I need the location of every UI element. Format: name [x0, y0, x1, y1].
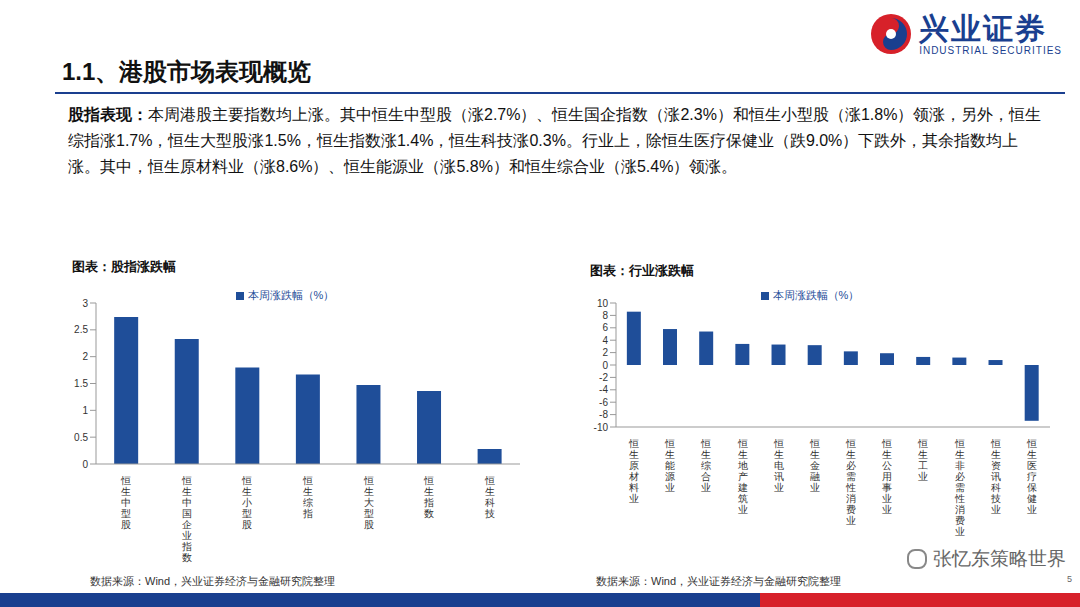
html-text:INDUSTRIAL SECURITIES: INDUSTRIAL SECURITIES	[919, 44, 1062, 56]
html-text:图表：股指涨跌幅: 图表：股指涨跌幅	[72, 259, 176, 274]
svg-text:恒生资讯科技业: 恒生资讯科技业	[990, 438, 1001, 515]
html-text:图表：行业涨跌幅: 图表：行业涨跌幅	[590, 263, 694, 278]
svg-text:恒生中型股: 恒生中型股	[120, 475, 131, 530]
svg-text:2.5: 2.5	[74, 324, 88, 335]
svg-text:0: 0	[82, 459, 88, 470]
svg-text:恒生小型股: 恒生小型股	[241, 475, 252, 530]
svg-text:恒生综合业: 恒生综合业	[700, 438, 711, 493]
svg-text:恒生大型股: 恒生大型股	[363, 475, 374, 530]
svg-text:恒生工业: 恒生工业	[917, 438, 928, 482]
svg-text:-6: -6	[599, 397, 608, 408]
svg-text:6: 6	[602, 322, 608, 333]
svg-text:-10: -10	[594, 422, 609, 433]
svg-text:恒生能源业: 恒生能源业	[664, 438, 675, 493]
html-text:兴业证券: 兴业证券	[919, 11, 1048, 45]
svg-text:恒生公用事业业: 恒生公用事业业	[881, 438, 892, 515]
svg-text:0.5: 0.5	[74, 432, 88, 443]
html-text:1.1、港股市场表现概览: 1.1、港股市场表现概览	[62, 58, 312, 85]
svg-text:2: 2	[602, 347, 608, 358]
svg-text:恒生金融业: 恒生金融业	[809, 438, 820, 493]
html-text:5: 5	[1067, 574, 1072, 584]
svg-text:-2: -2	[599, 372, 608, 383]
svg-text:-8: -8	[599, 409, 608, 420]
svg-text:1: 1	[82, 405, 88, 416]
svg-text:恒生电讯业: 恒生电讯业	[773, 438, 784, 493]
svg-text:恒生必需性消费业: 恒生必需性消费业	[845, 438, 856, 526]
svg-text:恒生中国企业指数: 恒生中国企业指数	[181, 475, 192, 563]
html-text:本周涨跌幅（%）: 本周涨跌幅（%）	[772, 289, 860, 301]
svg-text:10: 10	[597, 298, 609, 309]
svg-text:3: 3	[82, 298, 88, 309]
svg-text:恒生原材料业: 恒生原材料业	[628, 438, 639, 504]
svg-text:1.5: 1.5	[74, 378, 88, 389]
html-text:本周涨跌幅（%）: 本周涨跌幅（%）	[247, 289, 335, 301]
svg-text:8: 8	[602, 310, 608, 321]
svg-text:2: 2	[82, 351, 88, 362]
svg-text:-4: -4	[599, 384, 608, 395]
svg-text:恒生医疗保健业: 恒生医疗保健业	[1026, 438, 1037, 515]
html-text:张忆东策略世界: 张忆东策略世界	[933, 548, 1066, 569]
svg-text:恒生综指: 恒生综指	[302, 475, 313, 519]
svg-text:恒生科技: 恒生科技	[484, 475, 495, 519]
html-text:数据来源：Wind，兴业证券经济与金融研究院整理: 数据来源：Wind，兴业证券经济与金融研究院整理	[90, 575, 336, 587]
svg-text:0: 0	[602, 360, 608, 371]
svg-text:恒生非必需性消费业: 恒生非必需性消费业	[954, 438, 965, 537]
html-text:股指表现：本周港股主要指数均上涨。其中恒生中型股（涨2.7%: 股指表现：本周港股主要指数均上涨。其中恒生中型股（涨2.7%）、恒生国企指数（涨…	[68, 106, 1042, 175]
svg-text:4: 4	[602, 335, 608, 346]
html-text:数据来源：Wind，兴业证券经济与金融研究院整理: 数据来源：Wind，兴业证券经济与金融研究院整理	[596, 575, 842, 587]
svg-text:恒生地产建筑业: 恒生地产建筑业	[737, 438, 748, 515]
svg-text:恒生指数: 恒生指数	[423, 475, 434, 519]
